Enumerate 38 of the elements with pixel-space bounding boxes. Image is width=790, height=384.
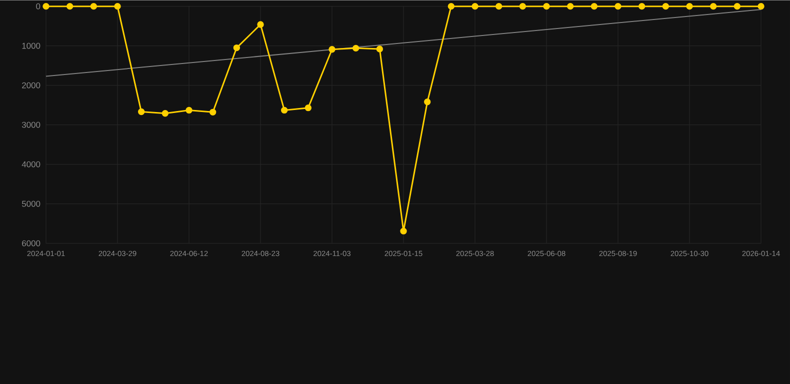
point — [42, 2, 50, 10]
point — [400, 228, 407, 234]
point — [758, 2, 764, 10]
point — [424, 98, 431, 106]
point — [280, 106, 288, 114]
y-tick-label: 5000 — [22, 200, 40, 207]
point — [710, 2, 717, 10]
point — [376, 45, 384, 52]
point — [233, 44, 240, 51]
y-tick-label: 2000 — [22, 82, 40, 88]
point — [304, 104, 312, 112]
point — [686, 2, 693, 10]
point — [257, 20, 264, 28]
point — [186, 106, 192, 114]
point — [519, 2, 526, 10]
point — [114, 2, 121, 10]
point — [209, 108, 216, 116]
point — [662, 2, 670, 10]
y-tick-label: 0 — [36, 3, 40, 10]
point — [90, 2, 98, 10]
point — [352, 44, 360, 52]
y-tick-label: 6000 — [22, 240, 40, 246]
point — [566, 2, 574, 10]
point — [162, 110, 169, 117]
point — [543, 2, 550, 10]
point — [495, 2, 502, 10]
point — [472, 2, 478, 10]
point — [448, 2, 455, 10]
point — [590, 2, 598, 10]
y-tick-label: 3000 — [22, 122, 40, 128]
point — [734, 2, 741, 10]
point — [614, 2, 622, 10]
point — [328, 46, 336, 53]
point — [66, 2, 74, 10]
point — [638, 2, 646, 10]
y-tick-label: 1000 — [22, 42, 40, 49]
point — [138, 108, 145, 115]
y-tick-label: 4000 — [22, 161, 40, 168]
